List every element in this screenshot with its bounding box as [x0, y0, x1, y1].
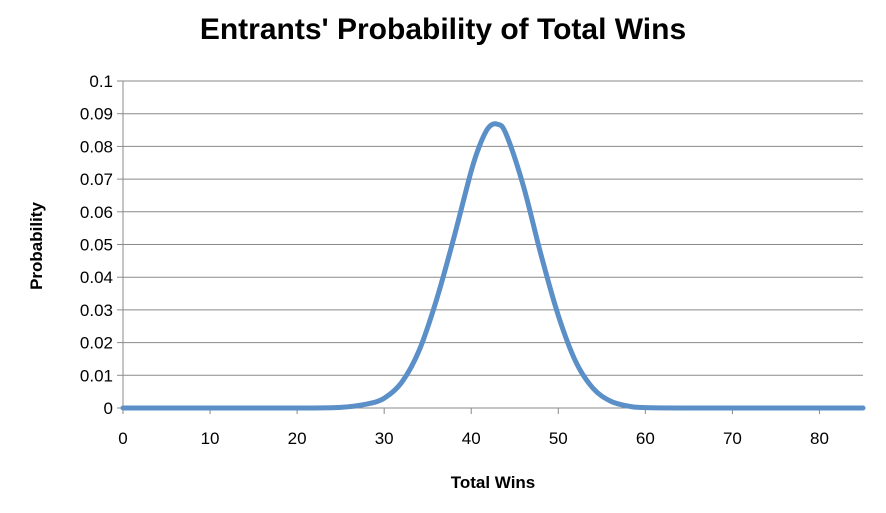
chart-title: Entrants' Probability of Total Wins	[200, 13, 686, 46]
gridlines	[123, 80, 863, 376]
x-tick-label: 0	[118, 429, 127, 448]
axes	[117, 80, 863, 414]
x-tick-label: 10	[201, 429, 220, 448]
x-tick-label: 30	[375, 429, 394, 448]
x-tick-label: 40	[462, 429, 481, 448]
y-tick-label: 0.1	[89, 72, 113, 91]
y-tick-label: 0.05	[80, 236, 113, 255]
y-tick-label: 0.03	[80, 301, 113, 320]
plot-area	[120, 121, 866, 411]
x-tick-label: 80	[810, 429, 829, 448]
x-tick-label: 20	[288, 429, 307, 448]
x-tick-label: 50	[549, 429, 568, 448]
y-tick-label: 0.02	[80, 334, 113, 353]
y-tick-label: 0	[104, 399, 113, 418]
y-tick-label: 0.04	[80, 268, 113, 287]
series-line	[120, 121, 866, 411]
y-tick-labels: 0 0.01 0.02 0.03 0.04 0.05 0.06 0.07 0.08 0.09 0.1	[80, 72, 113, 418]
x-tick-label: 60	[636, 429, 655, 448]
x-axis-title: Total Wins	[451, 473, 536, 492]
x-tick-label: 70	[723, 429, 742, 448]
y-tick-label: 0.01	[80, 366, 113, 385]
x-tick-labels: 0 10 20 30 40 50 60 70 80	[118, 429, 829, 448]
y-tick-label: 0.06	[80, 203, 113, 222]
y-tick-label: 0.07	[80, 170, 113, 189]
y-tick-label: 0.09	[80, 105, 113, 124]
y-axis-title: Probability	[27, 202, 46, 290]
y-tick-label: 0.08	[80, 137, 113, 156]
